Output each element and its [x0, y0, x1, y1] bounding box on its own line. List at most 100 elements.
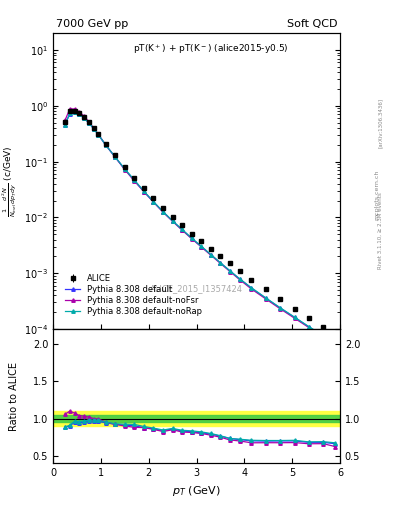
Pythia 8.308 default-noRap [228, 268, 232, 274]
Legend: ALICE, Pythia 8.308 default, Pythia 8.308 default-noFsr, Pythia 8.308 default-no: ALICE, Pythia 8.308 default, Pythia 8.30… [63, 272, 205, 319]
Bar [53, 415, 340, 422]
Pythia 8.308 default [199, 244, 204, 250]
Pythia 8.308 default-noRap [218, 260, 223, 266]
Pythia 8.308 default-noFsr [263, 296, 268, 302]
Pythia 8.308 default-noFsr [141, 188, 146, 195]
Pythia 8.308 default-noRap [263, 295, 268, 301]
Pythia 8.308 default-noFsr [72, 106, 77, 112]
Pythia 8.308 default [307, 324, 311, 330]
Pythia 8.308 default-noFsr [86, 119, 91, 125]
Pythia 8.308 default-noFsr [82, 113, 86, 119]
Pythia 8.308 default [263, 295, 268, 301]
Pythia 8.308 default-noRap [103, 142, 108, 148]
Pythia 8.308 default [91, 126, 96, 132]
Text: ALICE_2015_I1357424: ALICE_2015_I1357424 [150, 285, 243, 293]
Pythia 8.308 default [132, 177, 137, 183]
Pythia 8.308 default [237, 276, 242, 282]
Pythia 8.308 default-noFsr [123, 166, 127, 173]
Pythia 8.308 default-noFsr [62, 117, 67, 123]
Pythia 8.308 default-noRap [199, 243, 204, 249]
Pythia 8.308 default-noRap [123, 166, 127, 172]
Pythia 8.308 default-noFsr [68, 106, 72, 112]
Pythia 8.308 default-noFsr [180, 227, 185, 233]
Pythia 8.308 default-noFsr [91, 125, 96, 131]
Pythia 8.308 default [96, 132, 101, 138]
Pythia 8.308 default-noFsr [292, 315, 297, 321]
Pythia 8.308 default-noRap [151, 199, 156, 205]
Pythia 8.308 default-noRap [96, 132, 101, 138]
Pythia 8.308 default-noRap [77, 111, 82, 117]
Pythia 8.308 default-noRap [161, 208, 165, 215]
Pythia 8.308 default [228, 268, 232, 274]
Pythia 8.308 default-noFsr [189, 236, 194, 242]
Pythia 8.308 default-noFsr [307, 325, 311, 331]
Pythia 8.308 default-noFsr [228, 268, 232, 274]
Pythia 8.308 default-noRap [141, 188, 146, 194]
Pythia 8.308 default-noFsr [96, 131, 101, 137]
X-axis label: $p_T$ (GeV): $p_T$ (GeV) [172, 484, 221, 498]
Pythia 8.308 default [151, 199, 156, 205]
Text: mcplots.cern.ch: mcplots.cern.ch [374, 169, 379, 220]
Pythia 8.308 default-noRap [321, 332, 325, 338]
Pythia 8.308 default [161, 209, 165, 215]
Pythia 8.308 default-noRap [208, 251, 213, 258]
Pythia 8.308 default-noRap [68, 111, 72, 117]
Pythia 8.308 default-noFsr [132, 178, 137, 184]
Pythia 8.308 default-noRap [292, 314, 297, 320]
Pythia 8.308 default [180, 227, 185, 233]
Pythia 8.308 default [333, 342, 338, 348]
Y-axis label: $\frac{1}{N_{inel}}\frac{d^2N}{dp_{T}dy}$ (c/GeV): $\frac{1}{N_{inel}}\frac{d^2N}{dp_{T}dy}… [0, 145, 18, 217]
Pythia 8.308 default-noFsr [278, 306, 283, 312]
Pythia 8.308 default-noFsr [208, 252, 213, 258]
Pythia 8.308 default [189, 236, 194, 242]
Pythia 8.308 default-noFsr [170, 218, 175, 224]
Pythia 8.308 default [82, 115, 86, 121]
Pythia 8.308 default-noFsr [199, 244, 204, 250]
Pythia 8.308 default-noRap [82, 115, 86, 121]
Pythia 8.308 default-noRap [72, 109, 77, 115]
Pythia 8.308 default [218, 260, 223, 266]
Pythia 8.308 default-noRap [249, 285, 254, 291]
Pythia 8.308 default-noRap [307, 324, 311, 330]
Pythia 8.308 default-noFsr [77, 109, 82, 115]
Text: 7000 GeV pp: 7000 GeV pp [56, 19, 128, 29]
Pythia 8.308 default [170, 218, 175, 224]
Pythia 8.308 default-noFsr [237, 276, 242, 283]
Pythia 8.308 default-noFsr [103, 142, 108, 148]
Pythia 8.308 default [113, 154, 118, 160]
Pythia 8.308 default-noRap [333, 341, 338, 347]
Text: Soft QCD: Soft QCD [286, 19, 337, 29]
Pythia 8.308 default [86, 120, 91, 126]
Pythia 8.308 default-noRap [170, 218, 175, 224]
Pythia 8.308 default [103, 142, 108, 148]
Pythia 8.308 default-noRap [237, 275, 242, 282]
Pythia 8.308 default [278, 305, 283, 311]
Pythia 8.308 default-noRap [113, 154, 118, 160]
Text: [arXiv:1306.3436]: [arXiv:1306.3436] [378, 98, 383, 148]
Text: pT(K$^+$) + pT(K$^-$) (alice2015-y0.5): pT(K$^+$) + pT(K$^-$) (alice2015-y0.5) [133, 42, 288, 56]
Pythia 8.308 default-noFsr [333, 343, 338, 349]
Pythia 8.308 default [292, 314, 297, 321]
Pythia 8.308 default-noRap [180, 226, 185, 232]
Line: Pythia 8.308 default-noRap: Pythia 8.308 default-noRap [63, 110, 337, 346]
Pythia 8.308 default [68, 111, 72, 117]
Pythia 8.308 default [208, 252, 213, 258]
Pythia 8.308 default-noRap [62, 121, 67, 127]
Pythia 8.308 default-noRap [278, 305, 283, 311]
Pythia 8.308 default-noFsr [321, 333, 325, 339]
Pythia 8.308 default-noFsr [113, 154, 118, 160]
Pythia 8.308 default [72, 109, 77, 115]
Pythia 8.308 default [249, 285, 254, 291]
Line: Pythia 8.308 default: Pythia 8.308 default [63, 110, 337, 346]
Pythia 8.308 default [123, 166, 127, 173]
Pythia 8.308 default-noFsr [249, 286, 254, 292]
Bar [53, 411, 340, 426]
Pythia 8.308 default [321, 333, 325, 339]
Pythia 8.308 default-noFsr [151, 199, 156, 205]
Pythia 8.308 default-noFsr [161, 209, 165, 215]
Y-axis label: Ratio to ALICE: Ratio to ALICE [9, 361, 18, 431]
Line: Pythia 8.308 default-noFsr: Pythia 8.308 default-noFsr [63, 107, 337, 348]
Text: Rivet 3.1.10, ≥ 2.3M events: Rivet 3.1.10, ≥ 2.3M events [378, 192, 383, 269]
Pythia 8.308 default [77, 111, 82, 117]
Pythia 8.308 default-noRap [86, 120, 91, 126]
